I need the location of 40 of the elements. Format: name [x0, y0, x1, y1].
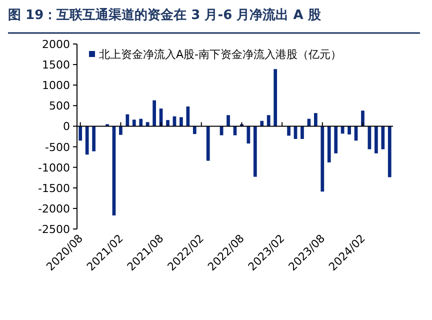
- bar: [166, 120, 170, 126]
- bar: [266, 115, 270, 126]
- legend-label: 北上资金净流入A股-南下资金净流入港股（亿元）: [99, 48, 342, 61]
- bar: [152, 100, 156, 126]
- y-tick-label: -1000: [38, 161, 70, 174]
- y-tick-label: 1000: [42, 79, 70, 92]
- bar: [78, 126, 82, 141]
- y-tick-label: -1500: [38, 182, 70, 195]
- bar: [388, 126, 392, 178]
- bar: [92, 126, 96, 152]
- bar: [139, 118, 143, 126]
- bar: [348, 126, 351, 134]
- chart-title: 图 19：互联互通渠道的资金在 3 月-6 月净流出 A 股: [8, 7, 322, 23]
- bar: [287, 126, 290, 136]
- bar: [226, 115, 230, 126]
- bar: [119, 126, 122, 135]
- bar: [334, 126, 338, 154]
- bar: [340, 126, 344, 134]
- y-tick-label: 500: [49, 100, 70, 113]
- bar: [381, 126, 385, 150]
- bar: [132, 120, 136, 126]
- bar: [180, 117, 183, 126]
- y-tick-label: -500: [45, 140, 70, 154]
- y-tick-label: -2000: [38, 202, 70, 216]
- bar: [253, 126, 257, 177]
- bar: [126, 114, 130, 126]
- bar: [320, 126, 324, 192]
- y-tick-label: 0: [63, 120, 70, 134]
- bar: [314, 113, 318, 126]
- bar: [327, 126, 331, 162]
- bar: [300, 126, 304, 139]
- bar: [85, 126, 89, 155]
- bar: [274, 69, 278, 126]
- y-tick-label: 1500: [42, 58, 70, 72]
- bar: [374, 126, 378, 154]
- bar: [206, 126, 210, 161]
- y-tick-label: -2500: [38, 223, 70, 236]
- y-tick-label: 2000: [42, 38, 70, 51]
- bar: [361, 110, 364, 126]
- bar: [192, 126, 196, 134]
